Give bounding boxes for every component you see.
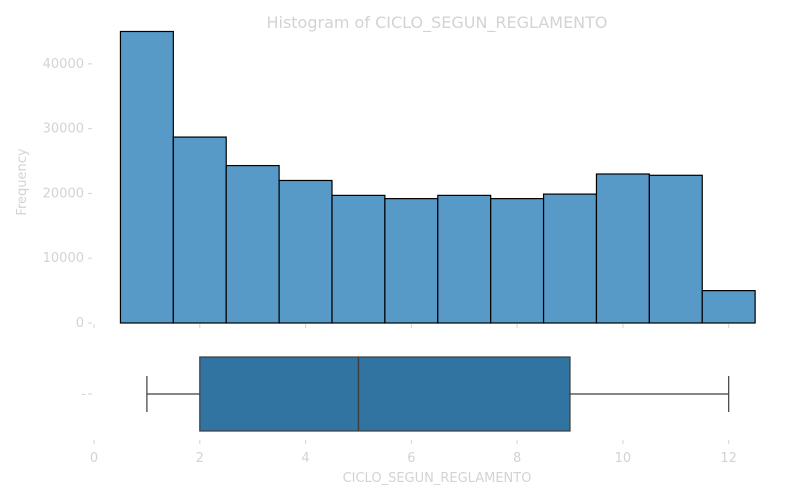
y-tick-label: 40000 [43,57,84,72]
y-axis-label: Frequency [15,148,30,215]
histogram-bar-5 [384,198,439,324]
y-tick-label: 20000 [43,186,84,201]
histogram-bar-2 [225,164,280,324]
x-tick-label: 12 [720,451,737,466]
histogram-bar-8 [542,193,598,324]
y-tick-label: 30000 [43,122,84,137]
x-axis-label: CICLO_SEGUN_REGLAMENTO [343,471,532,486]
boxplot-box [199,356,571,432]
x-tick-label: 4 [301,451,309,466]
y-axis: 0 10000 20000 30000 40000 [43,57,92,331]
histogram-bar-1 [172,136,227,324]
x-tick-label: 2 [196,451,204,466]
x-tick-label: 6 [407,451,415,466]
histogram-bar-7 [490,198,545,324]
x-tick-label: 10 [615,451,632,466]
boxplot-y-tick-label: - [81,387,86,402]
chart-title: Histogram of CICLO_SEGUN_REGLAMENTO [266,13,607,33]
y-tick-label: 10000 [43,251,84,266]
histogram-bar-6 [437,194,492,324]
x-tick-label: 0 [90,451,98,466]
histogram-bar-10 [648,174,703,324]
histogram-bar-11 [701,290,756,324]
histogram-bar-0 [119,30,174,324]
histogram-bars [119,30,756,324]
x-axis: 0 2 4 6 8 10 12 [90,324,737,466]
histogram-bar-3 [278,179,333,324]
x-tick-label: 8 [513,451,521,466]
boxplot: - [81,356,730,432]
histogram-bar-4 [331,194,386,324]
y-tick-label: 0 [76,316,84,331]
histogram-bar-9 [595,173,650,324]
